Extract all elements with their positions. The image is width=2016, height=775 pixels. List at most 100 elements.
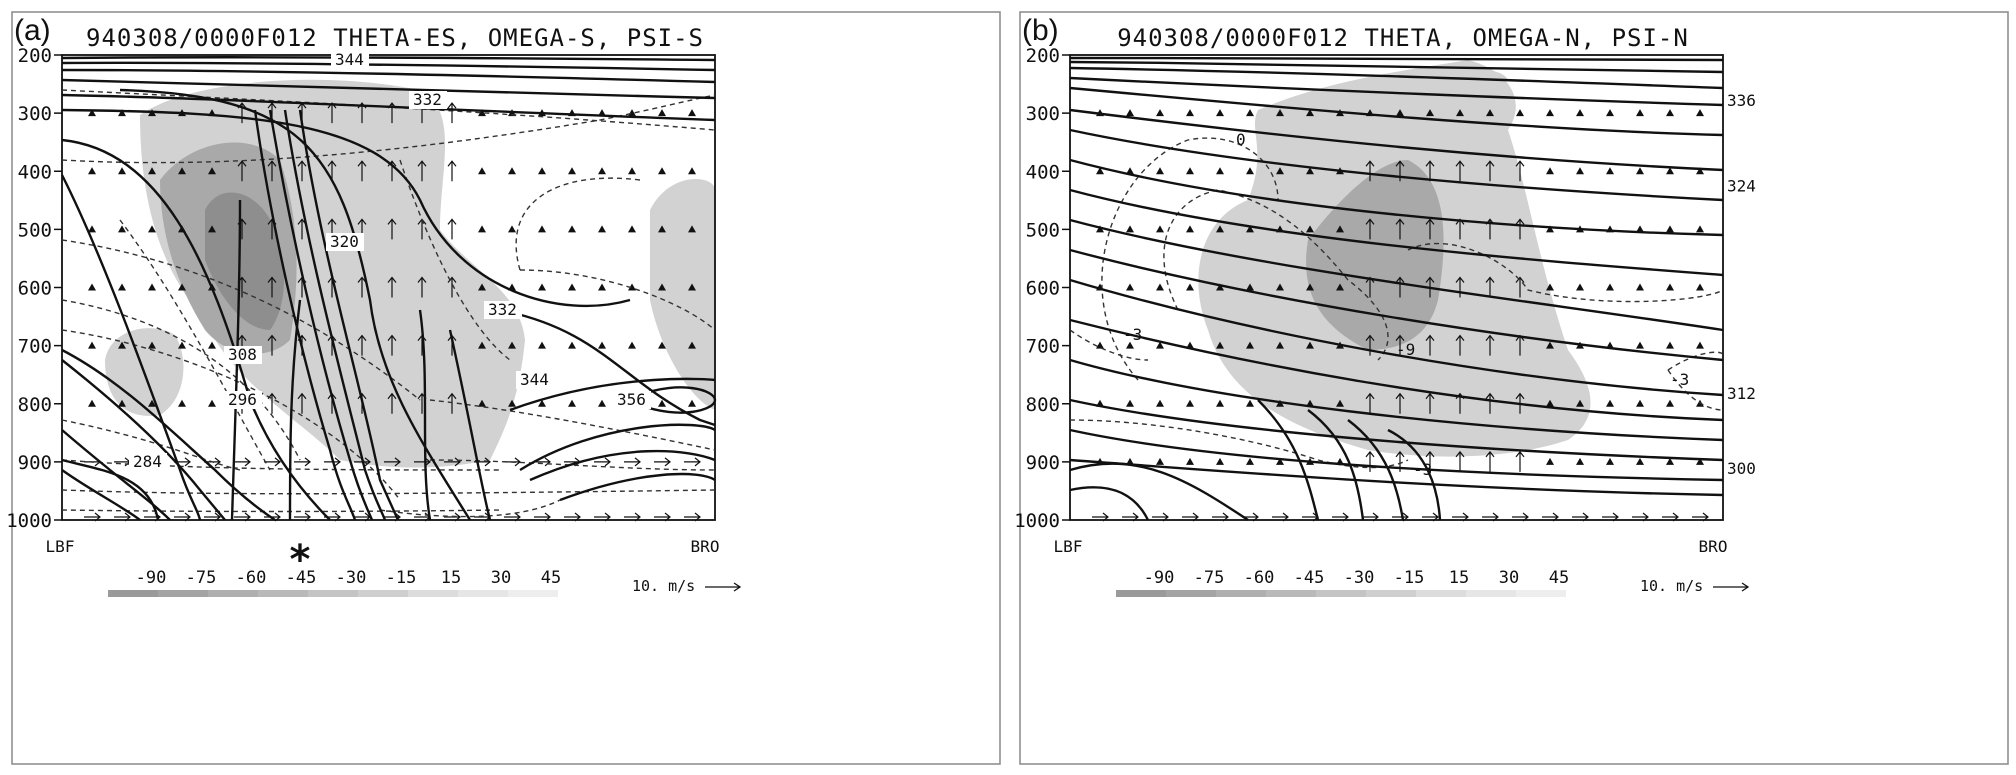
colorbar-segment — [1116, 590, 1166, 597]
wind-vector — [118, 225, 126, 233]
wind-vector — [1485, 392, 1495, 414]
colorbar-label: 15 — [1449, 568, 1469, 588]
wind-vector — [447, 160, 457, 182]
colorbar-segment — [1466, 590, 1516, 597]
wind-vector — [327, 102, 337, 124]
wind-vector — [1516, 109, 1524, 117]
colorbar-segment — [1416, 590, 1466, 597]
wind-vector — [1546, 457, 1554, 465]
colorbar-segment — [408, 590, 458, 597]
omega-contour — [1667, 351, 1724, 371]
wind-vector — [1455, 334, 1465, 356]
theta-contour — [61, 68, 716, 84]
wind-vector — [1216, 225, 1224, 233]
wind-vector — [327, 160, 337, 182]
wind-vector — [1216, 341, 1224, 349]
wind-vector — [1606, 399, 1614, 407]
wind-vector — [1485, 160, 1495, 182]
wind-vector — [208, 341, 216, 349]
wind-vector — [1365, 334, 1375, 356]
wind-vector — [1276, 167, 1284, 175]
theta-contour — [559, 472, 716, 502]
wind-vector — [178, 341, 186, 349]
shade-dark — [205, 192, 285, 330]
wind-vector — [1392, 512, 1409, 522]
wind-vector — [568, 167, 576, 175]
theta-contour — [499, 308, 716, 427]
wind-vector — [294, 457, 311, 467]
wind-vector — [1636, 109, 1644, 117]
wind-vector — [447, 392, 457, 414]
colorbar-segment — [458, 590, 508, 597]
wind-vector — [114, 512, 131, 522]
theta-contour — [1069, 108, 1724, 172]
omega-contour — [61, 89, 716, 131]
wind-vector — [357, 276, 367, 298]
theta-contour — [1347, 419, 1405, 521]
theta-contour — [418, 309, 432, 521]
station-right: BRO — [691, 537, 720, 556]
wind-vector — [1156, 399, 1164, 407]
omega-contour — [399, 159, 511, 361]
theta-contour — [1069, 398, 1724, 462]
wind-vector — [1156, 283, 1164, 291]
label-mask — [224, 391, 262, 409]
omega-contour — [1407, 242, 1724, 303]
y-tick-label: 300 — [18, 103, 52, 125]
wind-vector — [1395, 276, 1405, 298]
y-tick-label: 700 — [18, 336, 52, 358]
wind-vector — [148, 283, 156, 291]
wind-vector — [1606, 109, 1614, 117]
contour-label: 320 — [330, 232, 359, 251]
wind-vector — [478, 399, 486, 407]
wind-vector — [508, 341, 516, 349]
wind-vector — [208, 399, 216, 407]
wind-vector — [688, 225, 696, 233]
right-contour-label: 300 — [1727, 459, 1756, 478]
colorbar-label: -15 — [1394, 568, 1425, 588]
theta-contour — [298, 109, 400, 521]
wind-vector — [1576, 283, 1584, 291]
wind-vector — [1602, 512, 1619, 522]
wind-vector — [384, 457, 401, 467]
wind-vector — [118, 167, 126, 175]
wind-vector — [264, 457, 281, 467]
wind-vector — [1276, 457, 1284, 465]
colorbar-label: -60 — [1244, 568, 1275, 588]
wind-vector — [387, 218, 397, 240]
wind-vector — [1152, 512, 1169, 522]
label-mask — [326, 233, 364, 251]
colorbar-label: -45 — [1294, 568, 1325, 588]
wind-vector — [568, 283, 576, 291]
y-tick-label: 1000 — [6, 510, 52, 532]
omega-label: -9 — [1396, 340, 1415, 359]
theta-contour — [1069, 188, 1724, 277]
wind-vector — [1365, 218, 1375, 240]
wind-vector — [628, 283, 636, 291]
colorbar-segment — [1266, 590, 1316, 597]
wind-vector — [1696, 109, 1704, 117]
wind-vector — [1096, 167, 1104, 175]
wind-vector — [1186, 225, 1194, 233]
contour-label: 296 — [228, 390, 257, 409]
y-tick-label: 200 — [1026, 45, 1060, 67]
wind-vector — [118, 109, 126, 117]
theta-contour — [1069, 76, 1724, 107]
y-tick-label: 800 — [1026, 394, 1060, 416]
colorbar-segment — [1366, 590, 1416, 597]
wind-vector — [1156, 109, 1164, 117]
wind-vector — [1636, 399, 1644, 407]
wind-vector — [1455, 450, 1465, 472]
theta-contour — [1069, 248, 1724, 362]
label-mask — [129, 453, 167, 471]
wind-vector — [387, 392, 397, 414]
wind-vector — [1156, 341, 1164, 349]
theta-contour — [60, 174, 202, 521]
colorbar-label: -75 — [1194, 568, 1225, 588]
wind-vector — [1246, 167, 1254, 175]
wind-vector — [1696, 225, 1704, 233]
wind-vector — [1306, 109, 1314, 117]
wind-vector — [1515, 218, 1525, 240]
theta-contour — [1069, 358, 1724, 442]
wind-vector — [1246, 341, 1254, 349]
